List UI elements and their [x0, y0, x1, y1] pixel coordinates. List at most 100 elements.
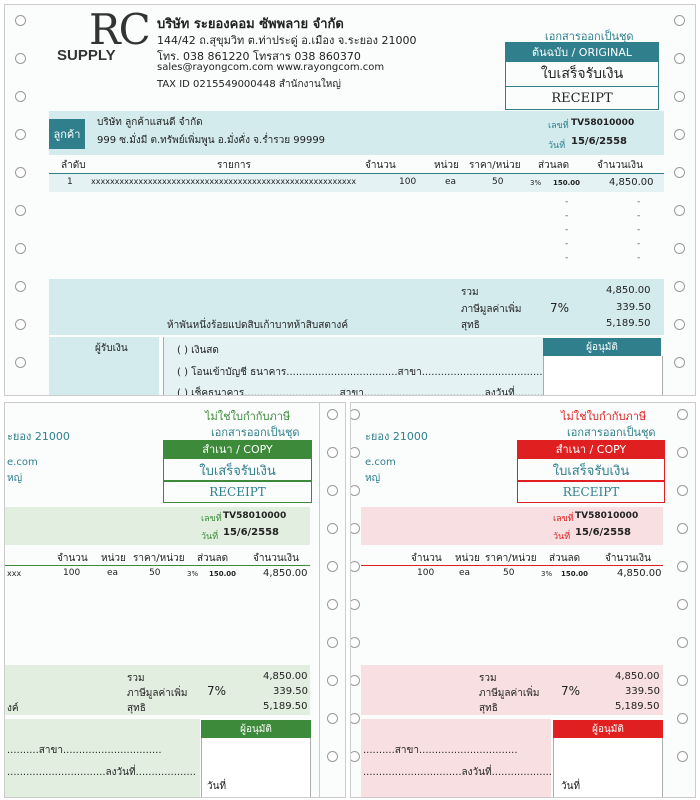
green-vat-rate: 7%: [207, 684, 227, 698]
red-date-label: วันที่: [553, 532, 571, 542]
header-amount: จำนวนเงิน: [597, 160, 643, 171]
green-row-unit: ea: [107, 568, 119, 578]
header-rule: [49, 173, 664, 174]
logo-supply: SUPPLY: [57, 47, 116, 64]
red-zip-fragment: ะยอง 21000: [365, 430, 428, 443]
green-title-en: RECEIPT: [163, 480, 312, 503]
green-header-rule: [5, 565, 310, 566]
approver-box: [543, 356, 663, 395]
red-header-price: ราคา/หน่วย: [485, 553, 537, 564]
red-header-unit: หน่วย: [455, 553, 480, 564]
pay-transfer[interactable]: ( ) โอนเข้าบัญชี ธนาคาร.................…: [177, 367, 556, 378]
green-not-tax: ไม่ใช่ใบกำกับภาษี: [205, 410, 291, 423]
pay-cheque[interactable]: ( ) เช็คธนาคาร..........................…: [177, 388, 572, 396]
red-web-fragment: e.com: [365, 457, 396, 468]
doc-title-en: RECEIPT: [505, 86, 659, 110]
net-value: 5,189.50: [606, 318, 651, 329]
set-doc-label: เอกสารออกเป็นชุด: [545, 30, 634, 43]
total-label: รวม: [461, 287, 479, 298]
green-hq-fragment: หญ่: [7, 473, 23, 484]
red-row-amount: 4,850.00: [617, 568, 662, 579]
red-no-label: เลขที่: [553, 514, 574, 524]
row-amount: 4,850.00: [609, 177, 654, 188]
green-zip-fragment: ะยอง 21000: [7, 430, 70, 443]
pay-cash[interactable]: ( ) เงินสด: [177, 345, 219, 356]
payer-band: [49, 337, 159, 395]
column-dashes: ----- -----: [565, 197, 641, 263]
green-vat-value: 339.50: [273, 686, 308, 697]
green-title-th-text: ใบเสร็จรับเงิน: [199, 463, 276, 479]
green-approver-box: [201, 738, 311, 797]
red-header-amount: จำนวนเงิน: [605, 553, 651, 564]
green-no-label: เลขที่: [201, 514, 222, 524]
customer-label: ลูกค้า: [49, 119, 85, 149]
green-branch-fragment: ..........สาขา..........................…: [7, 745, 162, 756]
green-net-label: สุทธิ: [127, 703, 146, 714]
red-not-tax: ไม่ใช่ใบกำกับภาษี: [561, 410, 647, 423]
doc-no-label: เลขที่: [548, 121, 569, 131]
doc-title-th: ใบเสร็จรับเงิน: [505, 61, 659, 87]
row-band: [49, 174, 664, 192]
company-web: sales@rayongcom.com www.rayongcom.com: [157, 62, 385, 73]
doc-date-label: วันที่: [548, 141, 566, 151]
green-date-label: วันที่: [201, 532, 219, 542]
green-row-amount: 4,850.00: [263, 568, 308, 579]
doc-title-en-text: RECEIPT: [551, 90, 613, 106]
payment-box: [163, 337, 544, 395]
green-perforation: [319, 403, 320, 797]
red-branch-fragment: ..........สาขา..........................…: [363, 745, 518, 756]
vat-value: 339.50: [616, 302, 651, 313]
green-total-value: 4,850.00: [263, 671, 308, 682]
red-approver-label: ผู้อนุมัติ: [553, 720, 663, 738]
company-name: บริษัท ระยองคอม ซัพพลาย จำกัด: [157, 17, 344, 32]
red-net-value: 5,189.50: [615, 701, 660, 712]
total-value: 4,850.00: [606, 285, 651, 296]
red-title-en: RECEIPT: [517, 480, 665, 503]
green-copy-label-text: สำเนา / COPY: [202, 443, 273, 456]
row-disc-pct: 3%: [530, 179, 542, 187]
original-label-text: ต้นฉบับ / ORIGINAL: [531, 45, 632, 59]
red-copy-label: สำเนา / COPY: [517, 440, 665, 458]
green-payment-band: [5, 719, 200, 797]
red-set-doc: เอกสารออกเป็นชุด: [567, 426, 656, 439]
green-web-fragment: e.com: [7, 457, 38, 468]
red-customer-band: [361, 507, 663, 545]
green-net-value: 5,189.50: [263, 701, 308, 712]
original-label: ต้นฉบับ / ORIGINAL: [505, 42, 659, 61]
header-price: ราคา/หน่วย: [469, 160, 521, 171]
green-totals-band: [5, 665, 310, 715]
row-qty: 100: [399, 177, 417, 187]
red-row-disc-pct: 3%: [541, 570, 553, 578]
doc-date-value: 15/6/2558: [571, 136, 628, 147]
green-title-th: ใบเสร็จรับเงิน: [163, 458, 312, 482]
green-row-disc-amt: 150.00: [209, 570, 237, 578]
green-row-qty: 100: [63, 568, 81, 578]
red-title-th-text: ใบเสร็จรับเงิน: [552, 463, 630, 479]
customer-address: 999 ซ.มั่งมี ต.ทรัพย์เพิ่มพูน อ.มั่งคั่ง…: [97, 135, 326, 146]
red-header-discount: ส่วนลด: [549, 553, 581, 564]
header-no: ลำดับ: [61, 160, 86, 171]
green-no-value: TV58010000: [223, 511, 287, 521]
logo-rc: RC: [89, 5, 151, 54]
green-set-doc: เอกสารออกเป็นชุด: [211, 426, 300, 439]
red-copy-label-text: สำเนา / COPY: [555, 443, 627, 456]
green-words-fragment: งค์: [7, 703, 19, 714]
customer-name: บริษัท ลูกค้าแสนดี จำกัด: [97, 117, 203, 128]
company-tax: TAX ID 0215549000448 สำนักงานใหญ่: [157, 79, 341, 90]
row-disc-amt: 150.00: [553, 179, 581, 187]
green-row-disc-pct: 3%: [187, 570, 199, 578]
green-approver-label-text: ผู้อนุมัติ: [240, 723, 272, 735]
green-total-label: รวม: [127, 673, 145, 684]
red-header-rule: [361, 565, 663, 566]
green-row-item: xxx: [7, 569, 22, 578]
row-no: 1: [67, 177, 73, 187]
amount-words: ห้าพันหนึ่งร้อยแปดสิบเก้าบาทห้าสิบสตางค์: [167, 320, 349, 331]
row-price: 50: [492, 177, 504, 187]
red-approver-box: [553, 738, 663, 797]
green-customer-band: [5, 507, 310, 545]
red-sign-date: วันที่: [561, 781, 581, 792]
customer-label-text: ลูกค้า: [53, 128, 81, 141]
green-vat-label: ภาษีมูลค่าเพิ่ม: [127, 688, 188, 699]
red-header-qty: จำนวน: [411, 553, 442, 564]
green-copy-label: สำเนา / COPY: [163, 440, 312, 458]
